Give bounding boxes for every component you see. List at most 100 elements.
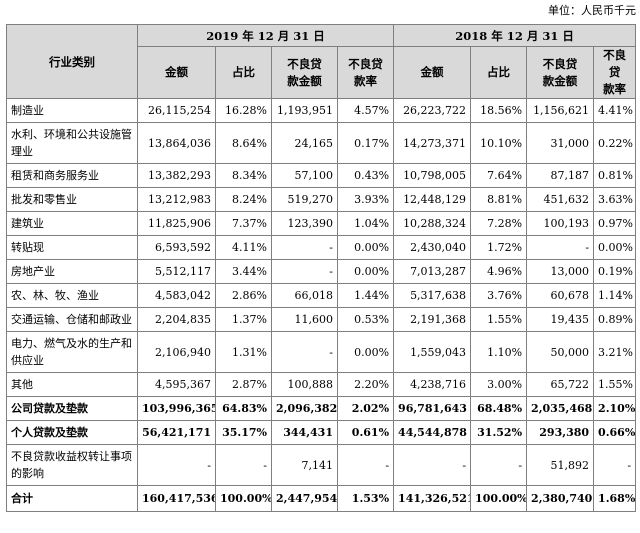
cell-value: 2.20% — [336, 372, 395, 397]
cell-value: 293,380 — [526, 420, 595, 445]
cell-value: 11,600 — [271, 307, 338, 332]
table-row: 其他 4,595,367 2.87% 100,888 2.20% 4,238,716 3.0… — [6, 372, 637, 397]
cell-value: 0.53% — [336, 307, 395, 332]
cell-value: 2,106,940 — [137, 331, 216, 373]
cell-value: 3.21% — [593, 331, 637, 373]
cell-value: 18.56% — [470, 98, 528, 123]
header-2018-col-2: 不良贷 款金额 — [526, 46, 595, 99]
row-label: 其他 — [6, 372, 138, 397]
row-label: 批发和零售业 — [6, 187, 138, 212]
cell-value: 5,317,638 — [393, 283, 472, 308]
cell-value: 1,193,951 — [271, 98, 338, 123]
table-row: 公司贷款及垫款 103,996,365 64.83% 2,096,382 2.02% 96… — [6, 396, 637, 421]
table-row: 水利、环境和公共设施管理业 13,864,036 8.64% 24,165 0.17% 1… — [6, 122, 637, 164]
cell-value: 13,864,036 — [137, 122, 216, 164]
cell-value: 2,204,835 — [137, 307, 216, 332]
cell-value: 1.04% — [336, 211, 395, 236]
cell-value: 2.02% — [336, 396, 395, 421]
cell-value: 7.28% — [470, 211, 528, 236]
cell-value: - — [271, 259, 338, 284]
cell-value: 2,447,954 — [271, 485, 338, 512]
cell-value: 0.97% — [593, 211, 637, 236]
row-label: 制造业 — [6, 98, 138, 123]
cell-value: 2.86% — [215, 283, 272, 308]
cell-value: 10.10% — [470, 122, 528, 164]
cell-value: 100.00% — [215, 485, 272, 512]
table-row: 批发和零售业 13,212,983 8.24% 519,270 3.93% 12,448,… — [6, 187, 637, 212]
cell-value: 2,096,382 — [271, 396, 338, 421]
cell-value: 13,212,983 — [137, 187, 216, 212]
cell-value: 19,435 — [526, 307, 595, 332]
row-label: 建筑业 — [6, 211, 138, 236]
cell-value: 344,431 — [271, 420, 338, 445]
cell-value: 8.34% — [215, 163, 272, 188]
cell-value: 1.53% — [336, 485, 395, 512]
header-2019-col-3: 不良贷 款率 — [336, 46, 395, 99]
cell-value: 1,559,043 — [393, 331, 472, 373]
cell-value: 1.44% — [336, 283, 395, 308]
cell-value: 4.41% — [593, 98, 637, 123]
cell-value: 4,595,367 — [137, 372, 216, 397]
cell-value: 2.10% — [593, 396, 637, 421]
header-2019-col-0: 金额 — [137, 46, 216, 99]
cell-value: 10,798,005 — [393, 163, 472, 188]
cell-value: 103,996,365 — [137, 396, 216, 421]
cell-value: 35.17% — [215, 420, 272, 445]
cell-value: 16.28% — [215, 98, 272, 123]
cell-value: 8.24% — [215, 187, 272, 212]
cell-value: 50,000 — [526, 331, 595, 373]
cell-value: 44,544,878 — [393, 420, 472, 445]
cell-value: 0.81% — [593, 163, 637, 188]
row-label: 交通运输、仓储和邮政业 — [6, 307, 138, 332]
cell-value: - — [593, 444, 637, 486]
header-2018-col-0: 金额 — [393, 46, 472, 99]
cell-value: - — [215, 444, 272, 486]
cell-value: 451,632 — [526, 187, 595, 212]
cell-value: 3.76% — [470, 283, 528, 308]
header-category: 行业类别 — [6, 24, 138, 99]
table-row: 建筑业 11,825,906 7.37% 123,390 1.04% 10,288,324… — [6, 211, 637, 236]
cell-value: 1.55% — [593, 372, 637, 397]
cell-value: 7,013,287 — [393, 259, 472, 284]
unit-label: 单位：人民币千元 — [548, 4, 636, 17]
cell-value: 0.22% — [593, 122, 637, 164]
cell-value: 4,238,716 — [393, 372, 472, 397]
cell-value: 4.96% — [470, 259, 528, 284]
cell-value: 26,115,254 — [137, 98, 216, 123]
cell-value: 1.10% — [470, 331, 528, 373]
cell-value: 51,892 — [526, 444, 595, 486]
cell-value: 14,273,371 — [393, 122, 472, 164]
cell-value: 64.83% — [215, 396, 272, 421]
row-label: 电力、燃气及水的生产和供应业 — [6, 331, 138, 373]
cell-value: 0.00% — [593, 235, 637, 260]
cell-value: 60,678 — [526, 283, 595, 308]
cell-value: 1.72% — [470, 235, 528, 260]
cell-value: - — [470, 444, 528, 486]
header-2019-col-2: 不良贷 款金额 — [271, 46, 338, 99]
cell-value: 96,781,643 — [393, 396, 472, 421]
cell-value: 8.81% — [470, 187, 528, 212]
cell-value: 1.31% — [215, 331, 272, 373]
cell-value: 4.11% — [215, 235, 272, 260]
cell-value: 0.00% — [336, 259, 395, 284]
header-2018-col-1: 占比 — [470, 46, 528, 99]
table-row: 合计 160,417,536 100.00% 2,447,954 1.53% 141,32… — [6, 485, 637, 512]
cell-value: 65,722 — [526, 372, 595, 397]
cell-value: 1.55% — [470, 307, 528, 332]
cell-value: 12,448,129 — [393, 187, 472, 212]
cell-value: 13,000 — [526, 259, 595, 284]
table-row: 农、林、牧、渔业 4,583,042 2.86% 66,018 1.44% 5,317,6… — [6, 283, 637, 308]
cell-value: 2,035,468 — [526, 396, 595, 421]
row-label: 个人贷款及垫款 — [6, 420, 138, 445]
cell-value: 100,888 — [271, 372, 338, 397]
cell-value: 0.66% — [593, 420, 637, 445]
cell-value: 3.00% — [470, 372, 528, 397]
row-label: 不良贷款收益权转让事项的影响 — [6, 444, 138, 486]
subheader-row: 金额 占比 不良贷 款金额 不良贷 款率 金额 占比 不良贷 款金额 不良贷 款率 — [7, 46, 637, 99]
cell-value: 0.00% — [336, 331, 395, 373]
cell-value: 4.57% — [336, 98, 395, 123]
row-label: 房地产业 — [6, 259, 138, 284]
cell-value: 24,165 — [271, 122, 338, 164]
cell-value: 26,223,722 — [393, 98, 472, 123]
cell-value: 0.61% — [336, 420, 395, 445]
